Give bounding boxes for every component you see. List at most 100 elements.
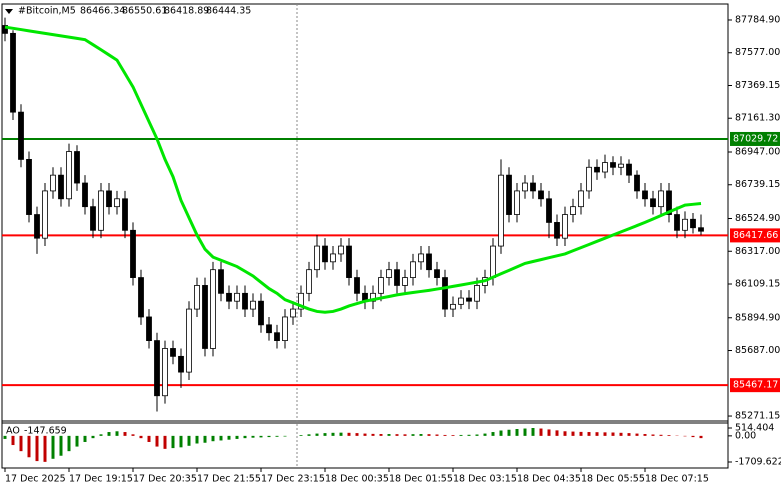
candle-body (74, 151, 80, 184)
candle-body (586, 166, 592, 192)
candle-body (418, 253, 424, 263)
candle-body (314, 245, 320, 271)
candle-body (42, 190, 48, 239)
candle-body (610, 162, 616, 168)
header-value: 86444.35 (206, 6, 251, 17)
header-value: 86466.34 (80, 6, 125, 17)
candle-body (274, 332, 280, 341)
candle-body (554, 222, 560, 239)
candle-body (618, 163, 624, 168)
y-tick-label: 514.404 (735, 423, 774, 434)
candle-body (290, 308, 296, 318)
header-value: 86550.61 (122, 6, 167, 17)
y-tick-label: 85894.90 (735, 312, 780, 323)
candle-body (186, 308, 192, 373)
candle-body (90, 206, 96, 231)
candle-body (506, 174, 512, 215)
y-tick-label: 0.00 (735, 430, 756, 441)
candle-body (562, 214, 568, 239)
y-tick-label: -1709.622 (735, 457, 781, 468)
candle-body (594, 166, 600, 173)
candle-body (10, 32, 16, 113)
y-tick-label: 85687.00 (735, 345, 780, 356)
moving-average (4, 25, 702, 314)
candle-body (354, 277, 360, 294)
candle-body (426, 253, 432, 271)
candle-body (338, 245, 344, 255)
indicator-name: AO (6, 426, 20, 437)
candle-body (466, 297, 472, 302)
candle-body (178, 355, 184, 373)
candle-body (434, 269, 440, 278)
candle-body (530, 182, 536, 192)
y-tick-label: 85271.15 (735, 411, 780, 422)
candle-body (250, 300, 256, 310)
y-tick-label: 86109.15 (735, 279, 780, 290)
level-label: 87029.72 (733, 133, 778, 144)
candle-body (666, 190, 672, 215)
candle-body (442, 277, 448, 310)
candle-body (282, 316, 288, 341)
candle-body (218, 269, 224, 294)
y-tick-label: 86947.00 (735, 146, 780, 157)
x-tick-label: 18 Dec 01:55 (389, 474, 453, 485)
candle-body (578, 190, 584, 208)
candle-body (242, 292, 248, 310)
chart-title: #Bitcoin,M5 (18, 6, 76, 17)
y-tick-label: 87577.00 (735, 47, 780, 58)
candle-body (106, 190, 112, 208)
candle-body (258, 300, 264, 326)
candle-body (386, 269, 392, 278)
candle-body (402, 277, 408, 286)
candle-body (490, 245, 496, 278)
x-tick-label: 17 Dec 23:15 (261, 474, 325, 485)
y-tick-label: 87784.90 (735, 14, 780, 25)
candle-body (50, 174, 56, 192)
x-tick-label: 17 Dec 20:35 (133, 474, 197, 485)
x-tick-label: 17 Dec 19:15 (69, 474, 133, 485)
level-label: 85467.17 (733, 380, 778, 391)
y-tick-label: 86524.90 (735, 213, 780, 224)
candle-body (674, 214, 680, 231)
x-tick-label: 17 Dec 2025 (5, 474, 66, 485)
candle-body (154, 340, 160, 397)
candle-body (458, 297, 464, 305)
candle-body (170, 348, 176, 357)
y-tick-label: 87369.15 (735, 80, 780, 91)
x-tick-label: 18 Dec 00:35 (325, 474, 389, 485)
candle-body (98, 190, 104, 231)
x-tick-label: 18 Dec 05:55 (581, 474, 645, 485)
level-label-bg (730, 228, 780, 243)
candle-body (370, 292, 376, 302)
candle-body (26, 159, 32, 215)
level-label: 86417.66 (733, 230, 778, 241)
indicator-value: -147.659 (24, 426, 67, 437)
candle-body (266, 324, 272, 334)
candle-body (306, 269, 312, 294)
candle-body (322, 245, 328, 263)
candle-body (634, 174, 640, 192)
candle-body (522, 182, 528, 192)
candle-body (202, 285, 208, 349)
candle-body (626, 163, 632, 176)
candle-body (114, 198, 120, 208)
candle-body (602, 162, 608, 173)
level-label-bg (730, 378, 780, 393)
y-tick-label: 87161.30 (735, 113, 780, 124)
candle-body (66, 151, 72, 200)
candle-body (226, 292, 232, 302)
candle-body (378, 277, 384, 294)
candle-body (146, 316, 152, 341)
candle-body (690, 218, 696, 229)
candle-body (234, 292, 240, 302)
candle-body (162, 348, 168, 397)
header-value: 86418.89 (164, 6, 209, 17)
candle-body (194, 285, 200, 310)
candle-body (650, 198, 656, 208)
candle-body (298, 292, 304, 310)
candle-body (18, 111, 24, 160)
candle-body (498, 174, 504, 247)
x-tick-label: 18 Dec 03:15 (453, 474, 517, 485)
candle-body (450, 303, 456, 310)
